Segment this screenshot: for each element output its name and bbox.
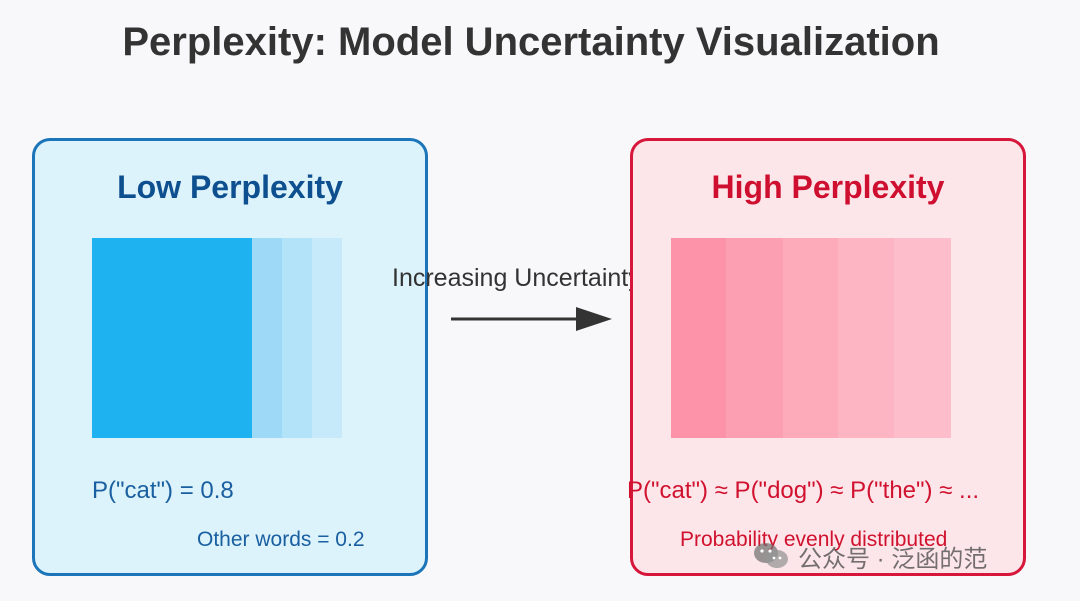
high-distribution-label: Probability evenly distributed [680, 528, 948, 551]
bar-minor-1 [252, 238, 282, 438]
bar-even-5 [894, 238, 951, 438]
page-title: Perplexity: Model Uncertainty Visualizat… [122, 20, 940, 64]
bar-even-1 [671, 238, 726, 438]
low-perplexity-bars [92, 238, 342, 438]
bar-even-3 [783, 238, 838, 438]
high-perplexity-panel: High Perplexity P("cat") ≈ P("dog") ≈ P(… [627, 138, 1026, 576]
bar-even-4 [838, 238, 894, 438]
low-perplexity-title: Low Perplexity [117, 169, 343, 205]
low-other-words-label: Other words = 0.2 [197, 528, 365, 551]
arrow-label: Increasing Uncertainty [392, 264, 641, 292]
low-probability-label: P("cat") = 0.8 [92, 477, 234, 504]
bar-dominant [92, 238, 252, 438]
watermark-text: 公众号 · 泛函的范 [798, 545, 988, 573]
low-perplexity-panel: Low Perplexity P("cat") = 0.8 Other word… [32, 138, 428, 576]
wechat-icon [754, 543, 788, 568]
right-arrow-icon [451, 307, 612, 331]
bar-minor-3 [312, 238, 342, 438]
high-probability-label: P("cat") ≈ P("dog") ≈ P("the") ≈ ... [627, 477, 980, 504]
bar-even-2 [726, 238, 783, 438]
watermark: 公众号 · 泛函的范 [752, 538, 987, 574]
high-perplexity-title: High Perplexity [711, 169, 945, 205]
high-perplexity-bars [671, 238, 951, 438]
bar-minor-2 [282, 238, 312, 438]
